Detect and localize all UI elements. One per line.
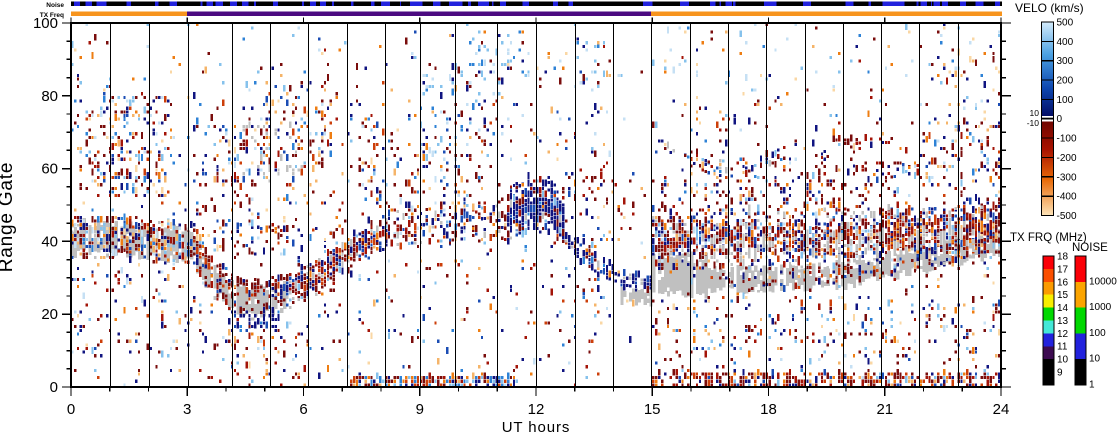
svg-text:3: 3 — [183, 401, 191, 418]
svg-text:Range Gate: Range Gate — [0, 162, 17, 272]
svg-text:400: 400 — [1057, 37, 1074, 48]
svg-text:200: 200 — [1057, 76, 1074, 87]
svg-text:-200: -200 — [1057, 153, 1077, 164]
svg-text:9: 9 — [416, 401, 424, 418]
svg-text:13: 13 — [1057, 316, 1069, 327]
svg-text:UT hours: UT hours — [502, 419, 571, 435]
svg-text:14: 14 — [1057, 303, 1069, 314]
svg-text:1000: 1000 — [1089, 302, 1112, 313]
svg-text:60: 60 — [41, 161, 58, 178]
svg-text:20: 20 — [41, 306, 58, 323]
svg-text:15: 15 — [1057, 290, 1069, 301]
svg-text:18: 18 — [1057, 252, 1069, 263]
svg-text:0: 0 — [50, 379, 58, 396]
svg-text:9: 9 — [1057, 368, 1063, 379]
svg-text:18: 18 — [760, 401, 777, 418]
svg-text:15: 15 — [644, 401, 661, 418]
svg-text:17: 17 — [1057, 264, 1069, 275]
svg-text:-300: -300 — [1057, 172, 1077, 183]
svg-text:NOISE: NOISE — [1072, 242, 1108, 254]
svg-text:10000: 10000 — [1089, 276, 1117, 287]
svg-text:12: 12 — [528, 401, 545, 418]
svg-text:1: 1 — [1089, 380, 1095, 391]
svg-text:500: 500 — [1057, 18, 1074, 29]
svg-text:6: 6 — [299, 401, 307, 418]
svg-text:0: 0 — [1057, 114, 1063, 125]
svg-text:TX FRQ (MHz): TX FRQ (MHz) — [1010, 232, 1087, 244]
svg-text:-10: -10 — [1027, 118, 1040, 128]
svg-text:24: 24 — [993, 401, 1010, 418]
svg-text:10: 10 — [1057, 355, 1069, 366]
svg-text:12: 12 — [1057, 329, 1069, 340]
svg-text:11: 11 — [1057, 342, 1068, 353]
svg-text:0: 0 — [67, 401, 75, 418]
svg-text:10: 10 — [1089, 354, 1101, 365]
svg-text:16: 16 — [1057, 277, 1069, 288]
svg-text:100: 100 — [1089, 328, 1106, 339]
svg-text:21: 21 — [876, 401, 893, 418]
svg-text:Noise: Noise — [46, 2, 64, 9]
svg-text:100: 100 — [33, 15, 58, 32]
svg-text:-100: -100 — [1057, 134, 1077, 145]
svg-text:VELO (km/s): VELO (km/s) — [1015, 1, 1084, 15]
svg-text:10: 10 — [1030, 108, 1040, 118]
svg-text:80: 80 — [41, 88, 58, 105]
svg-text:TX Freq: TX Freq — [40, 12, 64, 19]
svg-text:300: 300 — [1057, 56, 1074, 67]
svg-text:-400: -400 — [1057, 192, 1077, 203]
svg-text:40: 40 — [41, 233, 58, 250]
svg-text:100: 100 — [1057, 95, 1074, 106]
svg-text:-500: -500 — [1057, 211, 1077, 222]
